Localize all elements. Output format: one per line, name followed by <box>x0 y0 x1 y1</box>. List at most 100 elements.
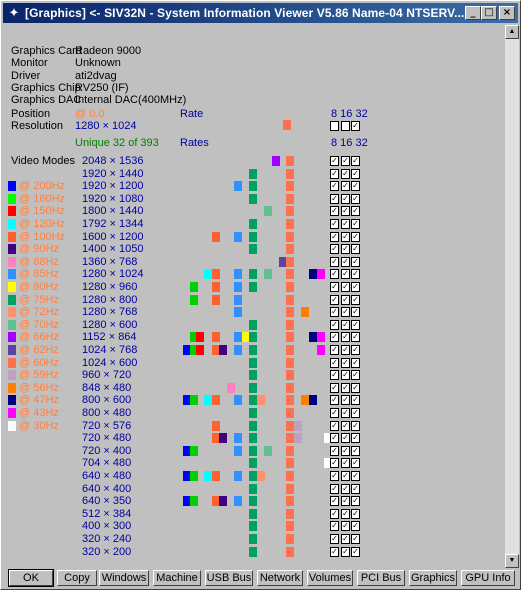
graphics-button[interactable]: Graphics <box>409 570 457 586</box>
mode-16bpp-checkbox[interactable]: ✓ <box>341 219 350 229</box>
mode-32bpp-checkbox[interactable]: ✓ <box>351 206 360 217</box>
mode-8bpp-checkbox[interactable]: ✓ <box>330 181 339 192</box>
minimize-button[interactable]: _ <box>465 6 481 20</box>
mode-8bpp-checkbox[interactable]: ✓ <box>330 256 339 267</box>
mode-32bpp-checkbox[interactable]: ✓ <box>351 244 360 255</box>
maximize-button[interactable]: □ <box>481 6 497 20</box>
mode-16bpp-checkbox[interactable]: ✓ <box>341 282 350 292</box>
mode-16bpp-checkbox[interactable]: ✓ <box>341 307 350 318</box>
mode-32bpp-checkbox[interactable]: ✓ <box>351 168 360 179</box>
scroll-down-icon[interactable]: ▼ <box>505 554 519 568</box>
mode-8bpp-checkbox[interactable]: ✓ <box>330 319 339 330</box>
app-icon[interactable]: ✦ <box>8 5 20 20</box>
mode-32bpp-checkbox[interactable]: ✓ <box>351 319 360 330</box>
mode-8bpp-checkbox[interactable]: ✓ <box>330 420 339 431</box>
mode-16bpp-checkbox[interactable]: ✓ <box>341 546 350 557</box>
mode-32bpp-checkbox[interactable]: ✓ <box>351 193 360 204</box>
mode-32bpp-checkbox[interactable]: ✓ <box>351 433 360 444</box>
mode-16bpp-checkbox[interactable]: ✓ <box>341 193 350 204</box>
mode-8bpp-checkbox[interactable]: ✓ <box>330 307 339 318</box>
mode-8bpp-checkbox[interactable]: ✓ <box>330 534 339 544</box>
mode-16bpp-checkbox[interactable]: ✓ <box>341 496 350 507</box>
mode-8bpp-checkbox[interactable]: ✓ <box>330 445 339 456</box>
mode-32bpp-checkbox[interactable]: ✓ <box>351 269 360 280</box>
mode-32bpp-checkbox[interactable]: ✓ <box>351 420 360 431</box>
mode-16bpp-checkbox[interactable]: ✓ <box>341 345 350 355</box>
mode-16bpp-checkbox[interactable]: ✓ <box>341 156 350 166</box>
mode-8bpp-checkbox[interactable]: ✓ <box>330 471 339 481</box>
mode-8bpp-checkbox[interactable]: ✓ <box>330 282 339 292</box>
mode-16bpp-checkbox[interactable]: ✓ <box>341 508 350 519</box>
copy-button[interactable]: Copy <box>57 570 97 586</box>
mode-16bpp-checkbox[interactable]: ✓ <box>341 231 350 242</box>
mode-8bpp-checkbox[interactable]: ✓ <box>330 345 339 355</box>
mode-8bpp-checkbox[interactable]: ✓ <box>330 193 339 204</box>
mode-32bpp-checkbox[interactable]: ✓ <box>351 408 360 418</box>
mode-8bpp-checkbox[interactable]: ✓ <box>330 219 339 229</box>
mode-8bpp-checkbox[interactable]: ✓ <box>330 395 339 406</box>
mode-8bpp-checkbox[interactable]: ✓ <box>330 382 339 393</box>
mode-32bpp-checkbox[interactable]: ✓ <box>351 231 360 242</box>
mode-32bpp-checkbox[interactable]: ✓ <box>351 382 360 393</box>
mode-16bpp-checkbox[interactable]: ✓ <box>341 408 350 418</box>
mode-32bpp-checkbox[interactable]: ✓ <box>351 181 360 192</box>
mode-16bpp-checkbox[interactable]: ✓ <box>341 445 350 456</box>
mode-8bpp-checkbox[interactable]: ✓ <box>330 332 339 343</box>
volumes-button[interactable]: Volumes <box>307 570 353 586</box>
mode-32bpp-checkbox[interactable]: ✓ <box>351 395 360 406</box>
mode-16bpp-checkbox[interactable]: ✓ <box>341 420 350 431</box>
mode-32bpp-checkbox[interactable]: ✓ <box>351 508 360 519</box>
mode-16bpp-checkbox[interactable]: ✓ <box>341 332 350 343</box>
mode-16bpp-checkbox[interactable]: ✓ <box>341 483 350 494</box>
mode-32bpp-checkbox[interactable]: ✓ <box>351 156 360 166</box>
mode-32bpp-checkbox[interactable]: ✓ <box>351 219 360 229</box>
mode-16bpp-checkbox[interactable]: ✓ <box>341 181 350 192</box>
mode-32bpp-checkbox[interactable]: ✓ <box>351 357 360 368</box>
network-button[interactable]: Network <box>257 570 303 586</box>
current-8bpp-checkbox[interactable] <box>330 121 339 131</box>
mode-8bpp-checkbox[interactable]: ✓ <box>330 231 339 242</box>
mode-8bpp-checkbox[interactable]: ✓ <box>330 168 339 179</box>
vertical-scrollbar[interactable]: ▲ ▼ <box>505 25 519 568</box>
mode-8bpp-checkbox[interactable]: ✓ <box>330 244 339 255</box>
mode-8bpp-checkbox[interactable]: ✓ <box>330 521 339 532</box>
mode-16bpp-checkbox[interactable]: ✓ <box>341 382 350 393</box>
close-button[interactable]: × <box>499 6 515 20</box>
mode-8bpp-checkbox[interactable]: ✓ <box>330 408 339 418</box>
usb-bus-button[interactable]: USB Bus <box>205 570 253 586</box>
mode-16bpp-checkbox[interactable]: ✓ <box>341 294 350 305</box>
mode-16bpp-checkbox[interactable]: ✓ <box>341 370 350 381</box>
mode-16bpp-checkbox[interactable]: ✓ <box>341 357 350 368</box>
mode-32bpp-checkbox[interactable]: ✓ <box>351 345 360 355</box>
mode-32bpp-checkbox[interactable]: ✓ <box>351 546 360 557</box>
mode-8bpp-checkbox[interactable]: ✓ <box>330 433 339 444</box>
mode-16bpp-checkbox[interactable]: ✓ <box>341 458 350 469</box>
mode-32bpp-checkbox[interactable]: ✓ <box>351 483 360 494</box>
mode-8bpp-checkbox[interactable]: ✓ <box>330 496 339 507</box>
mode-32bpp-checkbox[interactable]: ✓ <box>351 294 360 305</box>
mode-32bpp-checkbox[interactable]: ✓ <box>351 256 360 267</box>
mode-32bpp-checkbox[interactable]: ✓ <box>351 332 360 343</box>
windows-button[interactable]: Windows <box>99 570 149 586</box>
mode-8bpp-checkbox[interactable]: ✓ <box>330 156 339 166</box>
mode-16bpp-checkbox[interactable]: ✓ <box>341 433 350 444</box>
machine-button[interactable]: Machine <box>153 570 201 586</box>
mode-16bpp-checkbox[interactable]: ✓ <box>341 168 350 179</box>
mode-8bpp-checkbox[interactable]: ✓ <box>330 508 339 519</box>
gpu-info-button[interactable]: GPU Info <box>461 570 515 586</box>
current-32bpp-checkbox[interactable]: ✓ <box>351 121 360 131</box>
mode-8bpp-checkbox[interactable]: ✓ <box>330 458 339 469</box>
mode-8bpp-checkbox[interactable]: ✓ <box>330 483 339 494</box>
mode-16bpp-checkbox[interactable]: ✓ <box>341 206 350 217</box>
title-bar[interactable]: ✦ [Graphics] <- SIV32N - System Informat… <box>3 3 518 23</box>
mode-8bpp-checkbox[interactable]: ✓ <box>330 269 339 280</box>
current-16bpp-checkbox[interactable] <box>341 121 350 131</box>
mode-8bpp-checkbox[interactable]: ✓ <box>330 294 339 305</box>
mode-16bpp-checkbox[interactable]: ✓ <box>341 319 350 330</box>
mode-32bpp-checkbox[interactable]: ✓ <box>351 282 360 292</box>
mode-16bpp-checkbox[interactable]: ✓ <box>341 395 350 406</box>
mode-8bpp-checkbox[interactable]: ✓ <box>330 546 339 557</box>
mode-8bpp-checkbox[interactable]: ✓ <box>330 357 339 368</box>
mode-32bpp-checkbox[interactable]: ✓ <box>351 307 360 318</box>
mode-32bpp-checkbox[interactable]: ✓ <box>351 471 360 481</box>
